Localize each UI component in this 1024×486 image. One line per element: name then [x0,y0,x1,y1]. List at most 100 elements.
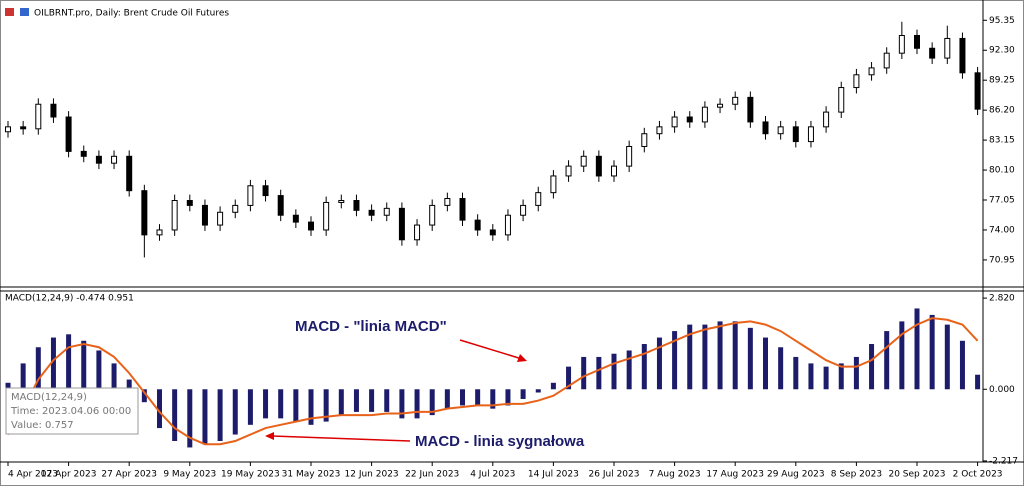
macd-bar [126,379,132,390]
macd-bar [732,321,738,390]
y-tick-label: 77.05 [989,196,1015,206]
candle-body [353,200,360,211]
candle-body [20,126,27,130]
macd-bar [520,389,526,399]
macd-bar [596,356,602,390]
macd-bar [672,331,678,390]
macd-bar [550,382,556,390]
candle-body [338,200,345,203]
candle-body [535,192,542,206]
candle-body [126,155,133,192]
macd-bar [353,389,359,412]
candle-body [201,204,208,226]
candle-body [686,116,693,123]
macd-bar [141,389,147,403]
candle-body [459,198,466,221]
x-tick-label: 22 Jun 2023 [405,470,459,480]
candle-body [111,155,118,164]
candle-body [929,47,936,59]
macd-bar [626,350,632,390]
candle-body [5,126,11,133]
x-tick-label: 27 Apr 2023 [101,470,157,480]
x-tick-label: 17 Aug 2023 [706,470,764,480]
macd-bar [111,363,117,390]
candle-body [914,35,920,49]
x-tick-label: 7 Aug 2023 [649,470,701,480]
x-tick-label: 12 Jun 2023 [345,470,399,480]
macd-bar [687,324,693,390]
tooltip-text: Time: 2023.04.06 00:00 [10,406,131,417]
macd-bar [429,389,435,416]
macd-bar [217,389,223,441]
macd-bar [959,340,965,390]
candle-body [277,195,284,216]
candle-body [641,133,648,147]
candle-body [580,155,587,167]
candle-body [171,200,178,231]
macd-bar [263,389,269,419]
x-tick-label: 20 Sep 2023 [888,470,945,480]
candle-body [474,219,481,231]
macd-bar [399,389,405,419]
candle-body [95,155,102,164]
candle-body [944,37,951,59]
y-tick-label: 89.25 [989,76,1015,86]
candle-body [626,145,633,167]
macd-bar [157,389,162,429]
macd-bar [338,389,344,416]
macd-bar [505,389,511,406]
macd-bar [778,347,784,390]
candle-body [701,106,708,123]
macd-bar [975,374,981,390]
macd-bar [656,337,662,390]
y-tick-label: 0.000 [989,385,1015,395]
macd-bar [944,324,950,390]
macd-bar [5,382,11,390]
tooltip: MACD(12,24,9) Time: 2023.04.06 00:00 Value… [5,387,139,435]
candle-body [747,96,754,123]
candle-body [883,52,890,69]
x-tick-label: 4 Apr 2023 [8,470,58,480]
macd-bar [581,356,587,390]
macd-bar [611,353,617,390]
macd-bar [232,389,238,435]
macd-bar [853,356,859,390]
macd-bar [50,337,56,390]
candle-body [156,229,163,236]
x-tick-label: 17 Apr 2023 [41,470,97,480]
macd-bar [884,331,890,390]
candle-body [550,175,557,194]
macd-bar [293,389,299,422]
macd-bar [747,327,753,390]
x-tick-label: 8 Sep 2023 [831,470,882,480]
candle-body [217,211,224,226]
x-tick-label: 31 May 2023 [282,470,341,480]
macd-bar [414,389,420,419]
macd-bar [566,366,572,390]
macd-bar [793,356,799,390]
candle-body [232,204,239,213]
candle-body [398,207,405,241]
y-tick-label: 2.820 [989,294,1015,304]
icon [5,8,14,16]
candle-body [247,185,254,206]
macd-bar [172,389,178,441]
tooltip-text: MACD(12,24,9) [11,392,87,403]
macd-bar [808,363,814,390]
icon [20,8,29,16]
candle-body [898,35,905,54]
x-tick-label: 26 Jul 2023 [589,470,640,480]
macd-bar [838,363,844,390]
x-tick-label: 9 May 2023 [163,470,216,480]
candle-body [383,207,390,216]
candle-body [429,204,436,226]
candle-body [80,150,87,157]
candle-body [414,224,421,241]
candle-body [50,103,57,118]
candle-body [489,229,496,236]
y-tick-label: 95.35 [989,16,1015,26]
candle-body [65,116,72,152]
macd-bar [717,321,723,390]
candle-body [868,67,875,76]
